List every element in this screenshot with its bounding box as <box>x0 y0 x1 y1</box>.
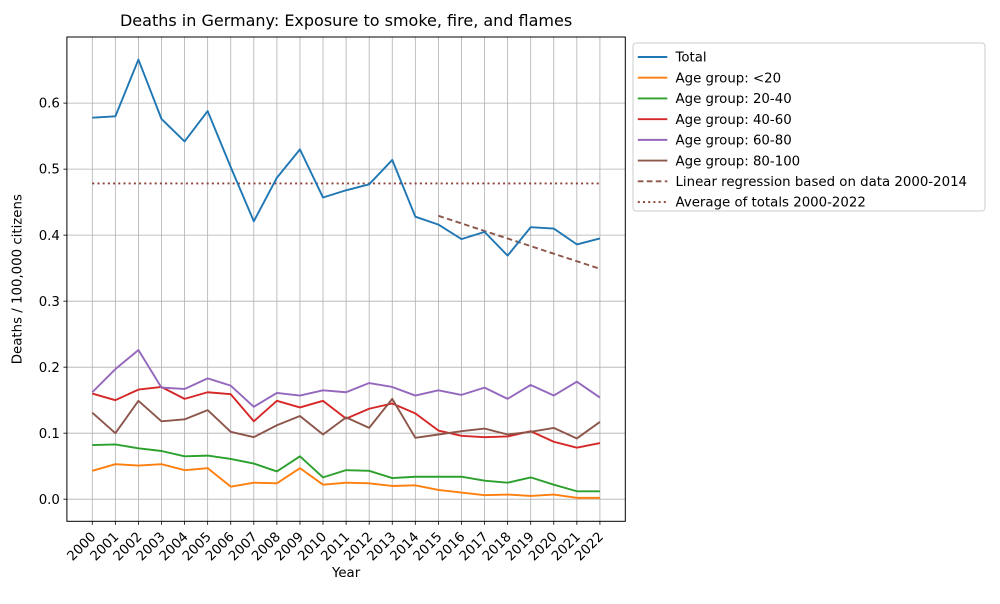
x-axis-label: Year <box>331 566 361 581</box>
plot-series <box>91 58 601 499</box>
series-line-total <box>92 58 601 257</box>
series-line-age-group-40-60 <box>92 386 601 449</box>
legend-label: Linear regression based on data 2000-201… <box>676 175 968 190</box>
grid-lines <box>66 37 626 522</box>
y-tick-label: 0.5 <box>39 163 60 178</box>
legend: Total Age group: <20 Age group: 20-40 Age g… <box>632 42 986 212</box>
legend-label: Age group: 20-40 <box>676 92 792 107</box>
legend-label: Average of totals 2000-2022 <box>676 196 866 211</box>
series-line-age-group-20 <box>92 463 600 499</box>
chart-title: Deaths in Germany: Exposure to smoke, fi… <box>120 11 572 30</box>
legend-label: Age group: 40-60 <box>676 113 792 128</box>
legend-label: Total <box>675 51 707 66</box>
legend-entry: Age group: 80-100 <box>637 154 801 169</box>
legend-label: Age group: 60-80 <box>676 134 792 149</box>
series-line-age-group-60-80 <box>91 349 601 408</box>
legend-entry: Age group: 40-60 <box>637 113 792 128</box>
legend-label: Age group: 80-100 <box>676 154 801 169</box>
y-tick-label: 0.6 <box>39 97 60 112</box>
legend-entry: Age group: 20-40 <box>637 92 792 107</box>
axis-ticks <box>63 102 601 525</box>
series-line-age-group-80-100 <box>91 397 601 440</box>
x-tick-labels: 2000200120022003200420052006200720082009… <box>65 530 607 565</box>
y-tick-label: 0.1 <box>39 427 60 442</box>
y-axis-label: Deaths / 100,000 citizens <box>11 194 26 364</box>
legend-label: Age group: <20 <box>676 71 782 86</box>
series-line-age-group-20-40 <box>92 443 600 493</box>
y-tick-labels: 0.0 0.1 0.2 0.3 0.4 0.5 0.6 <box>39 97 60 508</box>
legend-entry: Linear regression based on data 2000-201… <box>637 175 968 190</box>
y-tick-label: 0.2 <box>39 361 60 376</box>
legend-entry: Age group: 60-80 <box>637 134 792 149</box>
legend-frame <box>632 42 986 212</box>
y-tick-label: 0.3 <box>39 295 60 310</box>
legend-entry: Age group: <20 <box>637 71 782 86</box>
legend-entry: Total <box>637 51 707 66</box>
y-tick-label: 0.0 <box>39 493 60 508</box>
y-tick-label: 0.4 <box>39 229 60 244</box>
legend-entry: Average of totals 2000-2022 <box>637 196 866 211</box>
